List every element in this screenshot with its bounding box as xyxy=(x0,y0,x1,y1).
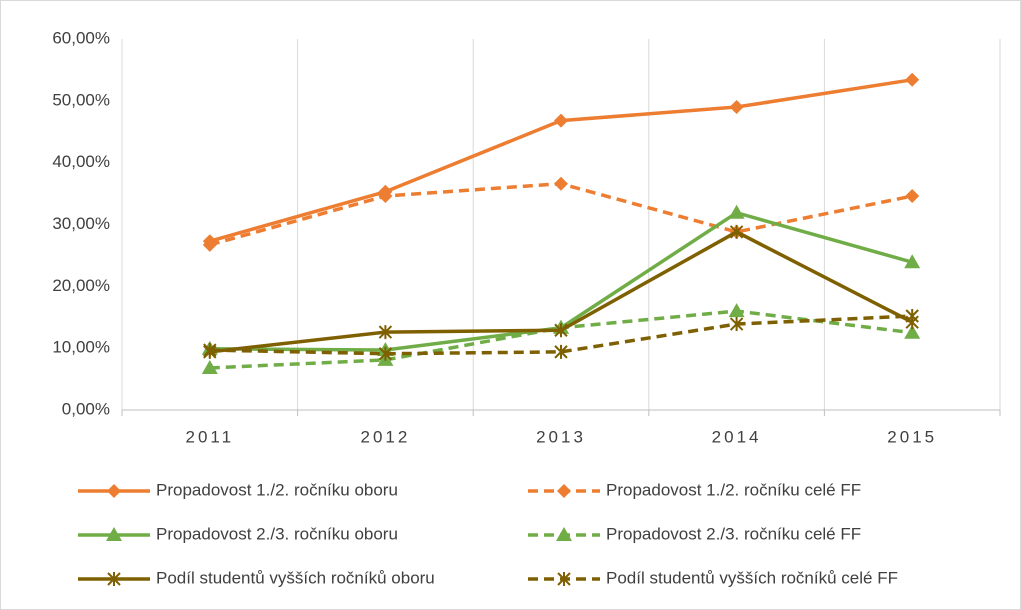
marker xyxy=(201,359,218,374)
y-tick-label: 10,00% xyxy=(52,338,110,357)
marker xyxy=(378,189,393,204)
legend-label: Podíl studentů vyšších ročníků celé FF xyxy=(606,568,898,587)
y-tick-label: 0,00% xyxy=(62,399,110,418)
legend-label: Propadovost 1./2. ročníku celé FF xyxy=(606,480,861,499)
marker xyxy=(107,572,121,586)
marker xyxy=(554,176,568,191)
marker xyxy=(557,572,571,586)
y-tick-label: 50,00% xyxy=(52,90,110,109)
marker xyxy=(554,113,568,128)
marker xyxy=(378,346,393,361)
y-tick-label: 60,00% xyxy=(52,28,110,47)
marker xyxy=(202,237,217,252)
x-tick-label: 2014 xyxy=(712,427,762,446)
marker xyxy=(904,254,921,269)
marker xyxy=(554,323,568,338)
y-tick-label: 40,00% xyxy=(52,152,110,171)
y-tick-label: 20,00% xyxy=(52,276,110,295)
marker xyxy=(904,324,921,339)
legend-label: Propadovost 2./3. ročníku celé FF xyxy=(606,524,861,543)
x-tick-label: 2015 xyxy=(887,427,937,446)
marker xyxy=(729,100,744,115)
series-line xyxy=(209,314,913,356)
marker xyxy=(106,527,122,541)
marker xyxy=(557,484,571,498)
x-tick-label: 2012 xyxy=(360,427,410,446)
marker xyxy=(729,317,744,332)
x-tick-label: 2011 xyxy=(186,427,235,446)
marker xyxy=(905,189,920,204)
marker xyxy=(203,343,217,358)
x-tick-label: 2013 xyxy=(536,427,586,446)
marker xyxy=(905,72,920,87)
marker xyxy=(728,204,745,219)
marker xyxy=(728,303,745,318)
legend-label: Propadovost 2./3. ročníku oboru xyxy=(156,524,398,543)
marker xyxy=(729,224,744,239)
marker xyxy=(378,325,393,340)
marker xyxy=(554,344,568,359)
marker xyxy=(556,527,572,541)
legend-label: Podíl studentů vyšších ročníků oboru xyxy=(156,568,435,587)
y-tick-label: 30,00% xyxy=(52,214,110,233)
marker xyxy=(905,309,919,324)
legend-label: Propadovost 1./2. ročníku oboru xyxy=(156,480,398,499)
marker xyxy=(107,484,121,498)
